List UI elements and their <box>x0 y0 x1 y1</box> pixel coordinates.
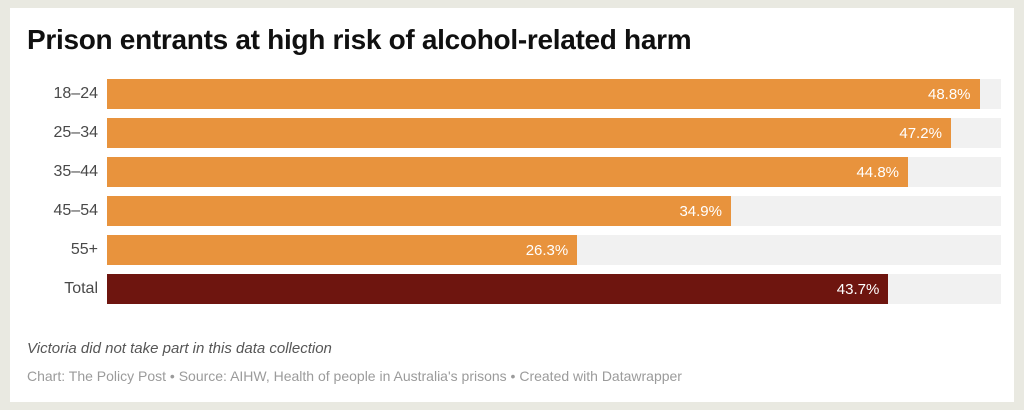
bar-row: 55+ 26.3% <box>27 235 1001 265</box>
bar-label: 18–24 <box>53 85 99 102</box>
bar-label: 45–54 <box>53 202 99 219</box>
bar-row: Total 43.7% <box>27 274 1001 304</box>
bar-value-label: 43.7% <box>836 280 880 298</box>
bar-label: 25–34 <box>53 124 99 141</box>
chart-attribution: Chart: The Policy Post • Source: AIHW, H… <box>27 368 682 384</box>
bar: 43.7% <box>107 274 889 304</box>
bar-row: 45–54 34.9% <box>27 196 1001 226</box>
bar-value-label: 44.8% <box>856 163 900 181</box>
bar: 44.8% <box>107 157 909 187</box>
bar-track: 26.3% <box>107 235 1001 265</box>
bar-track: 48.8% <box>107 79 1001 109</box>
bar-track: 47.2% <box>107 118 1001 148</box>
bar-row: 35–44 44.8% <box>27 157 1001 187</box>
bar-track: 43.7% <box>107 274 1001 304</box>
chart-card: Prison entrants at high risk of alcohol-… <box>10 8 1014 402</box>
bar-value-label: 48.8% <box>927 85 971 103</box>
bar: 48.8% <box>107 79 980 109</box>
chart-title: Prison entrants at high risk of alcohol-… <box>27 24 692 55</box>
bar-label: Total <box>64 280 98 297</box>
bar-chart: 18–24 48.8% 25–34 47.2% 35–44 44.8% 45–5… <box>27 79 1001 304</box>
chart-footnote: Victoria did not take part in this data … <box>27 340 332 357</box>
bar-row: 18–24 48.8% <box>27 79 1001 109</box>
bar-track: 44.8% <box>107 157 1001 187</box>
bar: 26.3% <box>107 235 578 265</box>
bar-value-label: 26.3% <box>525 241 569 259</box>
bar: 47.2% <box>107 118 951 148</box>
bar-value-label: 47.2% <box>899 124 942 142</box>
bar-label: 35–44 <box>53 163 99 180</box>
bar-row: 25–34 47.2% <box>27 118 1001 148</box>
bar-label: 55+ <box>70 241 98 258</box>
bar-track: 34.9% <box>107 196 1001 226</box>
bar-value-label: 34.9% <box>679 202 722 220</box>
bar: 34.9% <box>107 196 731 226</box>
